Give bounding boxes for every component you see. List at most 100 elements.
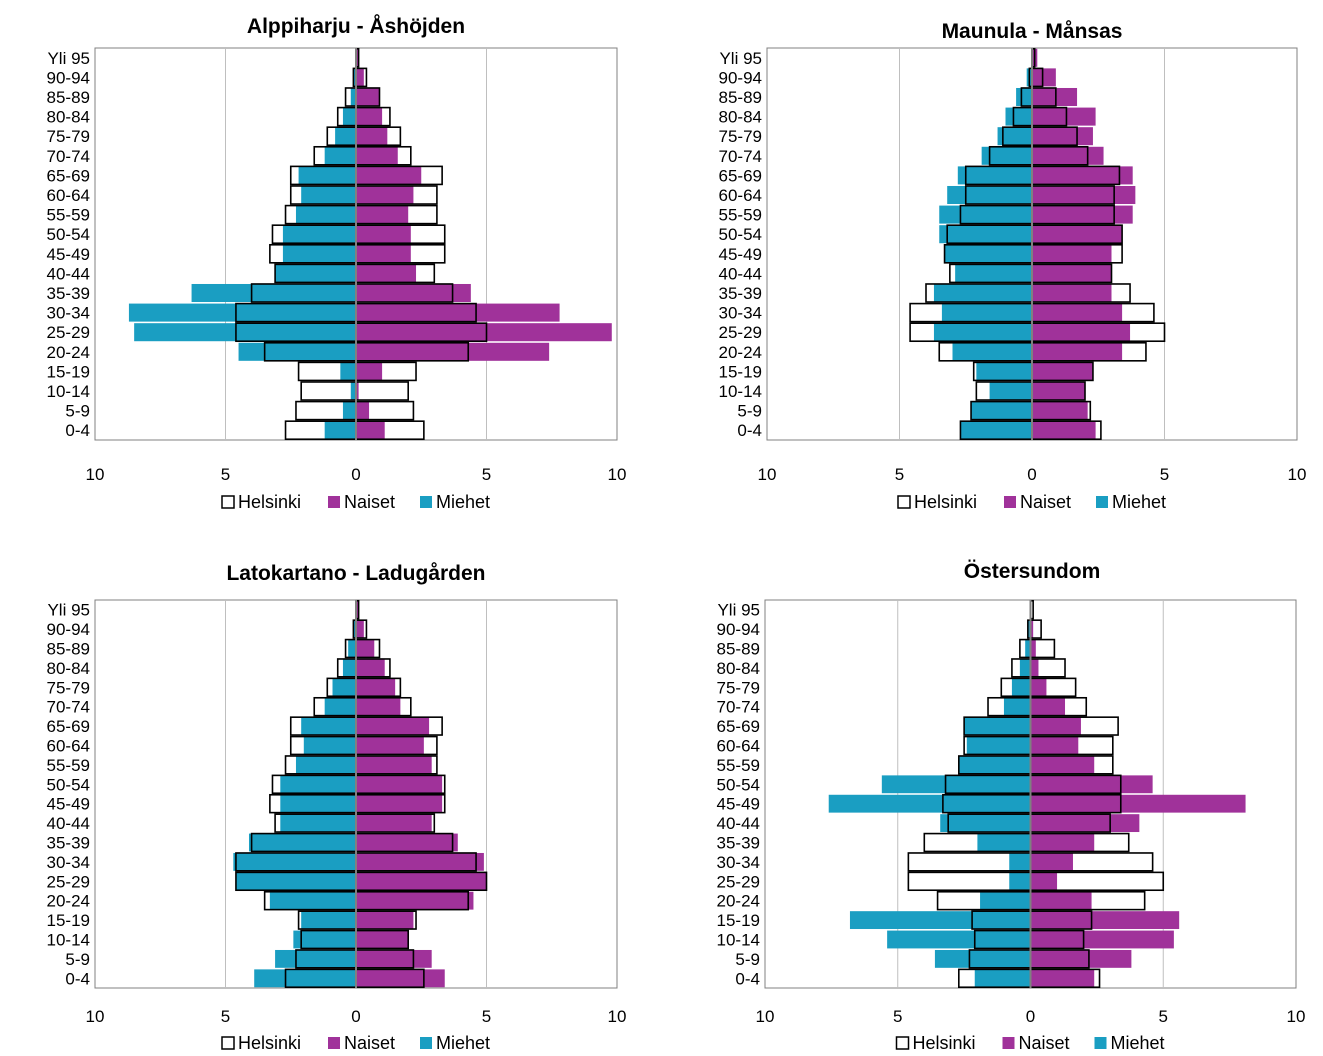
category-label: 90-94 xyxy=(719,68,762,87)
x-tick-label: 10 xyxy=(608,1007,627,1026)
bar-helsinki-outline xyxy=(988,145,1089,166)
bar-naiset xyxy=(1030,930,1174,949)
category-label: 50-54 xyxy=(717,775,760,794)
bar-naiset xyxy=(1032,323,1131,342)
legend-label: Naiset xyxy=(344,1033,395,1053)
bar-miehet xyxy=(947,185,1032,205)
bar-naiset xyxy=(356,697,401,716)
bar-helsinki-outline xyxy=(959,204,1115,225)
x-tick-label: 10 xyxy=(1288,465,1307,484)
bar-miehet xyxy=(293,930,356,949)
category-label: 55-59 xyxy=(717,756,760,775)
category-label: Yli 95 xyxy=(719,49,762,68)
bar-naiset xyxy=(356,323,612,342)
bar-helsinki-outline xyxy=(949,263,1113,284)
category-label: Yli 95 xyxy=(47,601,90,620)
bar-naiset xyxy=(1032,342,1123,361)
x-tick-label: 5 xyxy=(482,465,491,484)
bar-helsinki-outline xyxy=(284,420,425,441)
bar-helsinki-outline xyxy=(1012,106,1068,127)
category-label: 40-44 xyxy=(47,814,90,833)
category-label: 0-4 xyxy=(65,969,90,988)
bar-helsinki-outline xyxy=(907,871,1165,892)
category-label: 75-79 xyxy=(47,127,90,146)
bar-naiset xyxy=(356,930,409,949)
legend-helsinki: Helsinki xyxy=(897,492,977,512)
bar-naiset xyxy=(1032,401,1088,420)
category-label: 50-54 xyxy=(47,225,90,244)
category-label: 20-24 xyxy=(717,892,760,911)
bar-miehet xyxy=(881,775,1031,794)
category-label: 70-74 xyxy=(47,698,90,717)
bar-helsinki-outline xyxy=(971,910,1093,930)
category-label: 40-44 xyxy=(47,264,90,283)
bar-naiset xyxy=(356,891,474,910)
category-label: 30-34 xyxy=(719,304,762,323)
bar-naiset xyxy=(1030,852,1073,871)
bar-helsinki-outline xyxy=(274,813,436,833)
bar-miehet xyxy=(324,697,356,716)
category-label: Yli 95 xyxy=(717,601,760,620)
bar-naiset xyxy=(356,283,471,303)
category-label: 20-24 xyxy=(719,343,762,362)
bar-miehet xyxy=(301,717,356,736)
category-label: 60-64 xyxy=(717,737,760,756)
legend-label: Naiset xyxy=(1020,492,1071,512)
category-label: 90-94 xyxy=(717,620,760,639)
x-tick-label: 0 xyxy=(1026,1007,1035,1026)
category-label: 85-89 xyxy=(719,88,762,107)
legend-naiset: Naiset xyxy=(328,1033,395,1053)
population-pyramid-latokartano: Latokartano - Ladugården 0-45-910-1415-19… xyxy=(47,562,627,1053)
bar-helsinki-outline xyxy=(968,949,1090,969)
bar-helsinki-outline xyxy=(250,283,454,303)
bar-miehet xyxy=(941,303,1032,322)
bar-naiset xyxy=(356,303,560,322)
legend-miehet: Miehet xyxy=(1094,1033,1165,1053)
bar-naiset xyxy=(1030,755,1095,774)
bar-naiset xyxy=(356,87,380,107)
bar-naiset xyxy=(1030,814,1140,833)
category-label: 85-89 xyxy=(47,640,90,659)
bar-naiset xyxy=(1032,244,1112,263)
bar-miehet xyxy=(1011,678,1031,697)
bar-helsinki-outline xyxy=(313,696,412,717)
legend-swatch xyxy=(221,1036,235,1050)
legend-naiset: Naiset xyxy=(328,492,395,512)
bar-helsinki-outline xyxy=(947,813,1111,833)
bar-miehet xyxy=(128,303,356,322)
bar-naiset xyxy=(356,717,430,736)
bar-miehet xyxy=(295,755,356,774)
category-label: 25-29 xyxy=(717,872,760,891)
bar-helsinki-outline xyxy=(235,322,488,343)
bar-naiset xyxy=(1032,264,1112,283)
legend-swatch xyxy=(221,495,235,509)
x-tick-label: 5 xyxy=(893,1007,902,1026)
bar-helsinki-outline xyxy=(975,381,1086,401)
bar-helsinki-outline xyxy=(958,755,1114,775)
category-label: 65-69 xyxy=(47,717,90,736)
bar-naiset xyxy=(356,872,487,891)
legend-swatch xyxy=(897,495,911,509)
category-label: 40-44 xyxy=(719,264,762,283)
bar-helsinki-outline xyxy=(269,243,446,264)
x-tick-label: 5 xyxy=(221,1007,230,1026)
bar-naiset xyxy=(356,658,385,677)
bar-naiset xyxy=(356,127,388,146)
bar-helsinki-outline xyxy=(284,204,438,225)
category-label: 45-49 xyxy=(47,245,90,264)
bar-helsinki-outline xyxy=(909,322,1166,343)
category-label: 25-29 xyxy=(47,323,90,342)
bar-naiset xyxy=(356,600,359,619)
bar-helsinki-outline xyxy=(1002,126,1078,147)
category-label: 75-79 xyxy=(719,127,762,146)
bar-naiset xyxy=(356,205,409,224)
bar-miehet xyxy=(134,323,356,342)
bar-helsinki-outline xyxy=(263,890,470,911)
bar-miehet xyxy=(934,949,1031,968)
bar-miehet xyxy=(275,949,356,968)
x-tick-label: 5 xyxy=(895,465,904,484)
bar-helsinki-outline xyxy=(1028,67,1044,88)
bar-naiset xyxy=(356,794,443,813)
category-label: 80-84 xyxy=(47,659,90,678)
bar-miehet xyxy=(235,872,356,891)
